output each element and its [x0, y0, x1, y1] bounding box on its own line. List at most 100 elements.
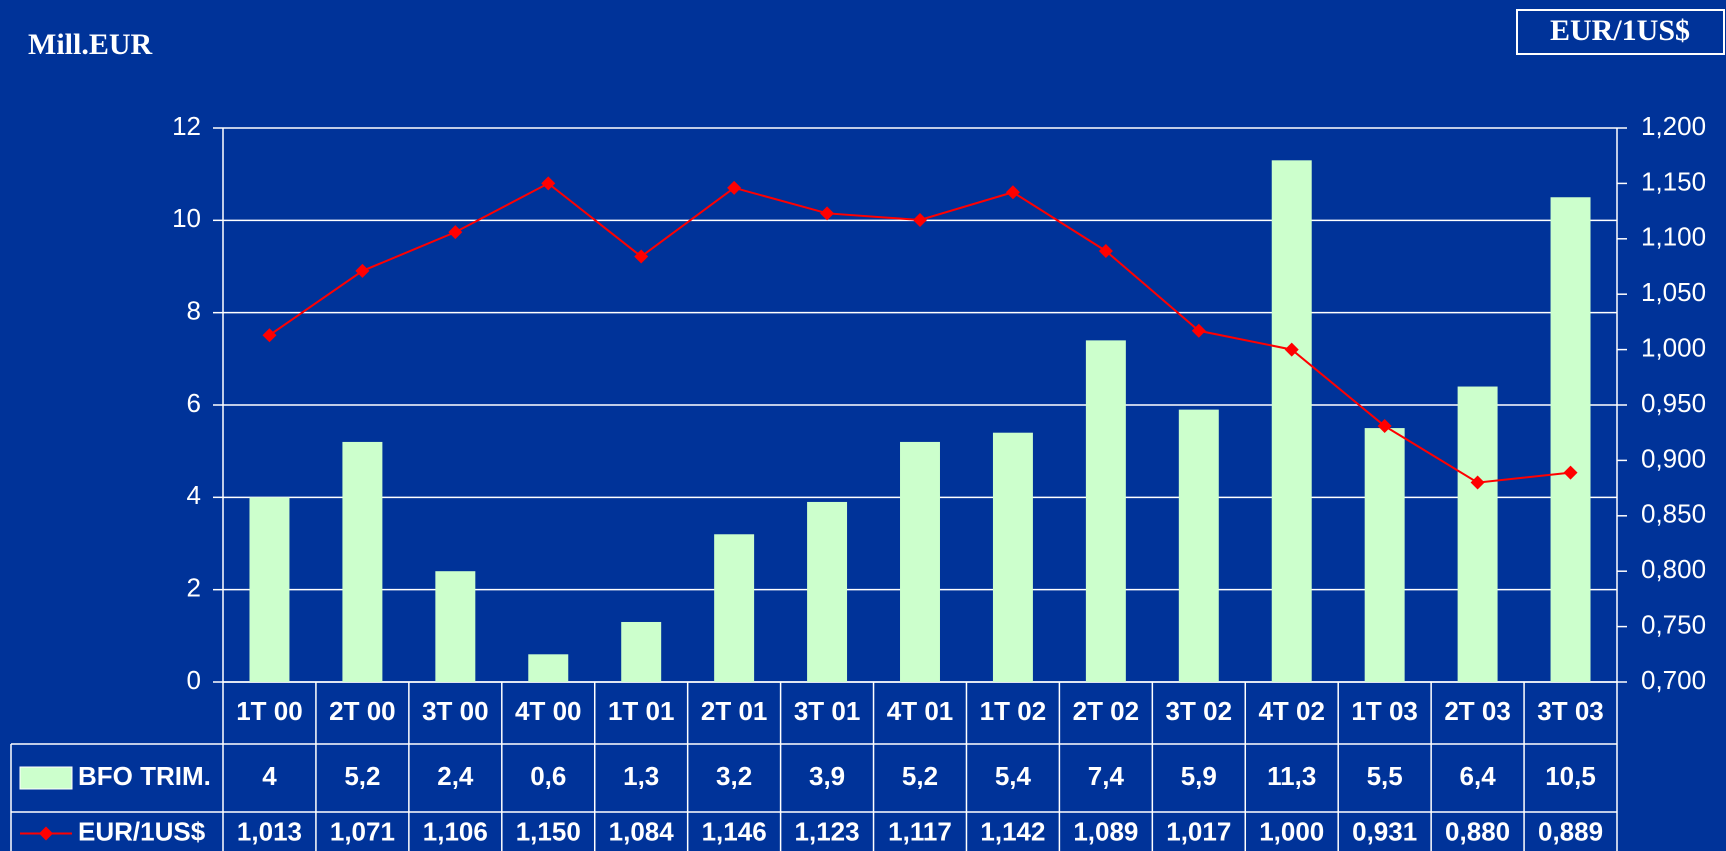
table-value: 1,017	[1166, 816, 1231, 846]
table-value: 0,880	[1445, 816, 1510, 846]
table-value: 1,3	[623, 761, 659, 791]
y-tick-label: 4	[187, 480, 201, 510]
table-value: 1,084	[609, 816, 675, 846]
y-tick-label: 6	[187, 388, 201, 418]
table-value: 10,5	[1545, 761, 1596, 791]
x-tick-label: 2T 01	[701, 696, 768, 726]
bar	[1364, 428, 1405, 682]
legend-label: EUR/1US$	[78, 816, 206, 846]
y2-tick-label: 0,750	[1641, 609, 1706, 639]
table-value: 1,142	[980, 816, 1045, 846]
line-marker	[727, 180, 742, 195]
y-tick-label: 0	[187, 665, 201, 695]
x-tick-label: 1T 02	[980, 696, 1047, 726]
bar	[249, 497, 290, 682]
bar	[900, 441, 940, 682]
line-marker	[1470, 475, 1485, 490]
x-tick-label: 3T 03	[1537, 696, 1604, 726]
table-value: 1,000	[1259, 816, 1324, 846]
y2-tick-label: 1,200	[1641, 111, 1706, 141]
bar	[992, 432, 1033, 682]
bar	[1178, 409, 1219, 682]
table-value: 4	[262, 761, 277, 791]
table-value: 0,889	[1538, 816, 1603, 846]
line-marker	[1098, 243, 1113, 258]
y2-axis-title: EUR/1US$	[1550, 14, 1690, 47]
table-value: 5,2	[902, 761, 938, 791]
table-value: 1,013	[237, 816, 302, 846]
table-value: 2,4	[437, 761, 474, 791]
bar	[621, 621, 662, 682]
line-marker	[634, 249, 649, 264]
table-value: 5,4	[995, 761, 1032, 791]
y-tick-label: 2	[187, 573, 201, 603]
y2-tick-label: 1,100	[1641, 222, 1706, 252]
table-value: 1,150	[516, 816, 581, 846]
x-tick-label: 3T 01	[794, 696, 861, 726]
y2-title-box	[1516, 9, 1725, 55]
table-value: 1,117	[888, 816, 952, 846]
x-tick-label: 2T 03	[1444, 696, 1511, 726]
x-tick-label: 3T 02	[1166, 696, 1233, 726]
y2-tick-label: 0,850	[1641, 499, 1706, 529]
bar	[1550, 197, 1591, 682]
line-marker	[1377, 419, 1392, 434]
table-value: 6,4	[1460, 761, 1497, 791]
line-marker	[1005, 185, 1020, 200]
y2-tick-label: 0,800	[1641, 554, 1706, 584]
table-value: 1,123	[795, 816, 860, 846]
y-tick-label: 10	[172, 203, 201, 233]
table-value: 5,9	[1181, 761, 1217, 791]
table-value: 1,071	[330, 816, 395, 846]
x-tick-label: 2T 02	[1073, 696, 1140, 726]
table-value: 3,2	[716, 761, 752, 791]
legend-marker	[39, 826, 53, 841]
table-value: 5,5	[1367, 761, 1403, 791]
table-value: 5,2	[344, 761, 380, 791]
y2-tick-label: 0,900	[1641, 443, 1706, 473]
line-marker	[1563, 465, 1578, 480]
bar	[1085, 340, 1126, 682]
x-tick-label: 2T 00	[329, 696, 396, 726]
legend-label: BFO TRIM.	[78, 761, 211, 791]
line-marker	[1284, 342, 1299, 357]
bar	[342, 441, 383, 682]
table-value: 1,146	[702, 816, 767, 846]
table-value: 11,3	[1267, 761, 1316, 791]
line-marker	[355, 263, 370, 278]
line-marker	[262, 328, 277, 343]
line-marker	[448, 225, 463, 240]
x-tick-label: 4T 00	[515, 696, 582, 726]
x-tick-label: 3T 00	[422, 696, 489, 726]
bar	[714, 534, 755, 682]
bar	[807, 501, 848, 682]
bar	[528, 654, 569, 682]
table-value: 1,089	[1073, 816, 1138, 846]
bar	[1271, 160, 1312, 683]
x-tick-label: 1T 01	[608, 696, 675, 726]
y2-tick-label: 0,950	[1641, 388, 1706, 418]
bar	[435, 571, 476, 682]
line-marker	[820, 206, 835, 221]
table-value: 1,106	[423, 816, 488, 846]
table-value: 0,931	[1352, 816, 1417, 846]
y-tick-label: 12	[172, 111, 201, 141]
line-marker	[913, 212, 927, 227]
bar	[1457, 386, 1498, 682]
y2-tick-label: 1,000	[1641, 332, 1706, 362]
x-tick-label: 4T 01	[887, 696, 954, 726]
legend-swatch	[19, 766, 73, 790]
line-marker	[1191, 323, 1206, 338]
y-axis-title: Mill.EUR	[28, 28, 152, 61]
x-tick-label: 1T 03	[1351, 696, 1418, 726]
y2-tick-label: 1,150	[1641, 166, 1706, 196]
table-value: 0,6	[530, 761, 566, 791]
y2-tick-label: 0,700	[1641, 665, 1706, 695]
y2-tick-label: 1,050	[1641, 277, 1706, 307]
line-marker	[541, 176, 556, 191]
x-tick-label: 1T 00	[236, 696, 303, 726]
x-tick-label: 4T 02	[1258, 696, 1325, 726]
